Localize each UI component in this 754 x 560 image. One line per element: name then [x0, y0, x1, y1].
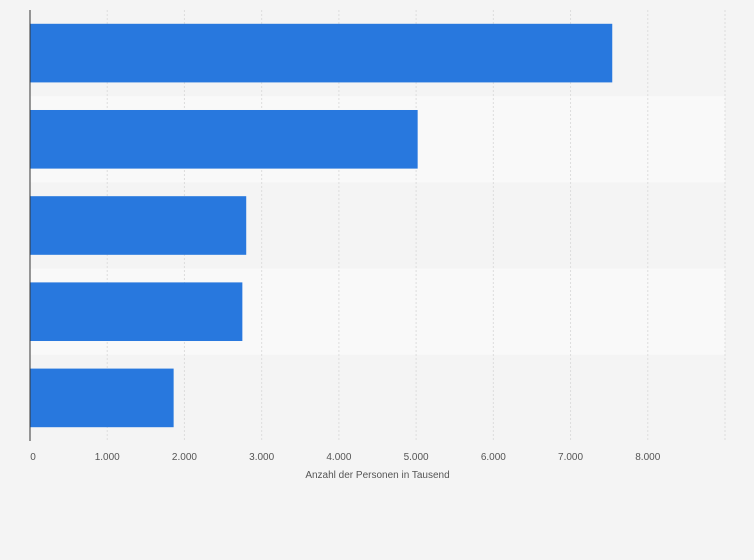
x-tick-label: 8.000	[635, 452, 660, 463]
x-tick-label: 7.000	[558, 452, 583, 463]
bar[interactable]	[30, 196, 247, 255]
x-axis-title: Anzahl der Personen in Tausend	[305, 470, 449, 481]
x-tick-label: 4.000	[326, 452, 351, 463]
bars	[30, 23, 613, 428]
bar[interactable]	[30, 23, 613, 83]
x-tick-label: 0	[30, 452, 36, 463]
x-tick-label: 2.000	[172, 452, 197, 463]
x-tick-label: 3.000	[249, 452, 274, 463]
x-tick-label: 1.000	[95, 452, 120, 463]
x-tick-label: 6.000	[481, 452, 506, 463]
bar[interactable]	[30, 282, 243, 342]
x-axis-ticks: 0 1.000 2.000 3.000 4.000 5.000 6.000 7.000 8.00…	[30, 452, 661, 463]
bar[interactable]	[30, 109, 418, 169]
bar[interactable]	[30, 368, 174, 428]
x-tick-label: 5.000	[404, 452, 429, 463]
